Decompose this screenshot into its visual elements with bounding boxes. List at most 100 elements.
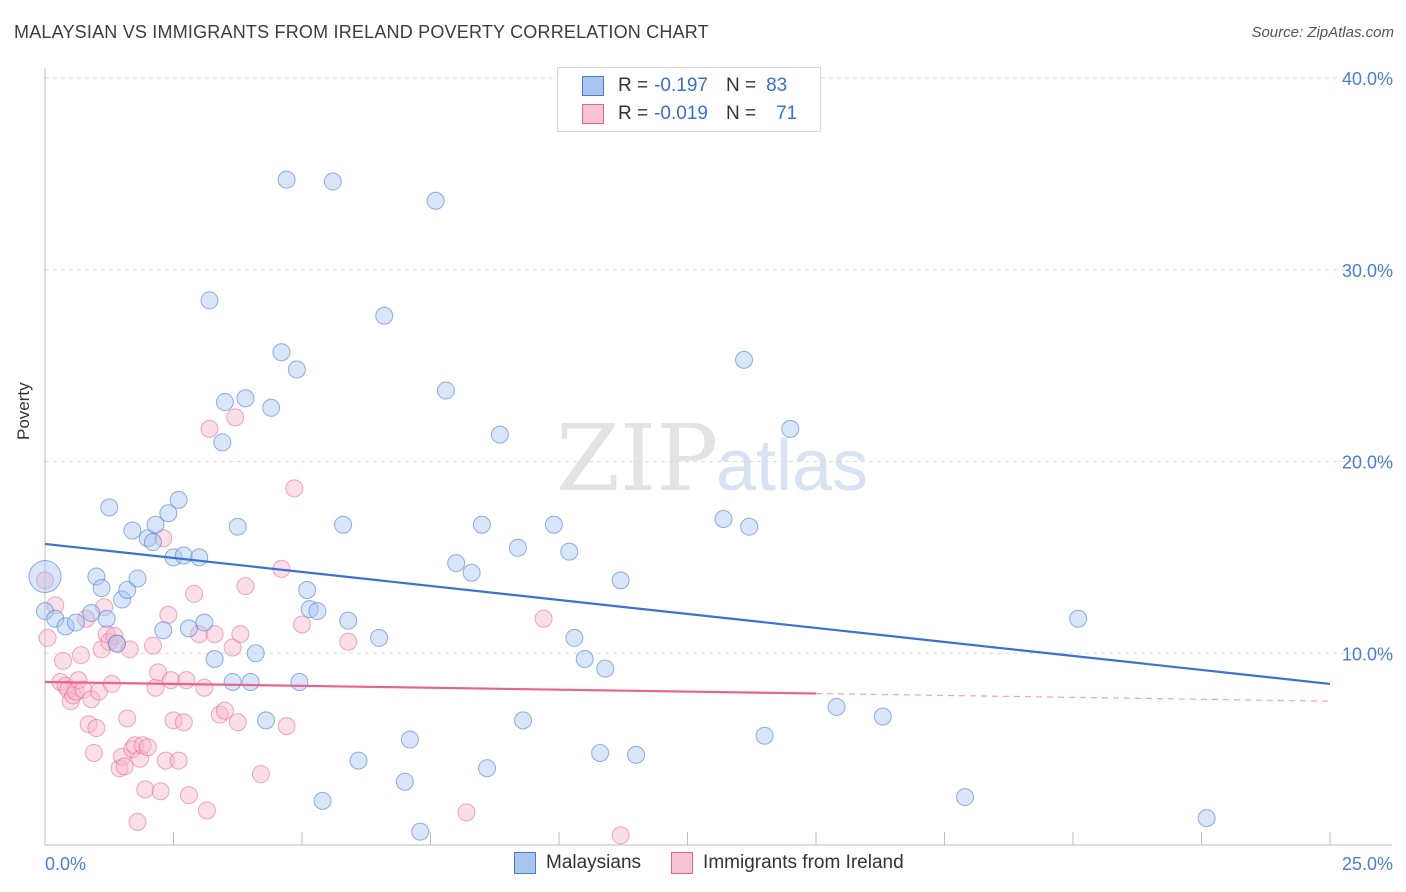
malaysian-point	[781, 419, 800, 438]
malaysian-point	[447, 554, 466, 573]
legend-swatch-pink	[582, 104, 604, 124]
malaysian-point	[143, 533, 162, 552]
ireland-point	[74, 680, 93, 699]
ireland-point	[53, 651, 72, 670]
malaysian-point	[36, 602, 54, 621]
y-tick-label: 10.0%	[1342, 644, 1393, 664]
legend-n-label: N =	[725, 75, 757, 96]
malaysian-point	[179, 619, 198, 638]
legend-n-value: 83	[766, 75, 788, 96]
legend-r-value: -0.197	[654, 75, 708, 96]
ireland-point	[71, 646, 90, 665]
malaysian-point	[627, 745, 646, 764]
correlation-legend: R = -0.197 N = 83 R = -0.019 N = 71	[557, 67, 821, 132]
ireland-point	[36, 571, 54, 590]
ireland-point	[231, 625, 250, 644]
ireland-point	[128, 812, 147, 831]
malaysian-point	[426, 191, 445, 210]
malaysian-point	[596, 659, 615, 678]
ireland-point	[179, 786, 198, 805]
malaysian-point	[956, 788, 975, 807]
chart-source: Source: ZipAtlas.com	[1251, 24, 1394, 41]
malaysian-point	[714, 510, 733, 529]
malaysian-point	[213, 433, 232, 452]
ireland-point	[236, 577, 255, 596]
ireland-point	[156, 751, 175, 770]
malaysian-point	[107, 634, 126, 653]
malaysian-point	[223, 673, 242, 692]
ireland-point	[195, 678, 214, 697]
ireland-point	[223, 638, 242, 657]
malaysian-point	[298, 580, 317, 599]
ireland-point	[151, 782, 170, 801]
ireland-point	[205, 625, 224, 644]
malaysians-trend-line	[44, 542, 1331, 686]
series-ireland-points	[36, 408, 630, 845]
legend-item-malaysians: Malaysians	[514, 852, 641, 874]
ireland-point	[161, 671, 180, 690]
malaysian-point	[190, 548, 209, 567]
malaysian-point	[349, 751, 368, 770]
malaysian-point	[28, 560, 62, 594]
ireland-point	[136, 780, 155, 799]
malaysian-point	[277, 170, 296, 189]
ireland-point	[82, 690, 101, 709]
malaysian-point	[97, 609, 116, 628]
ireland-point	[200, 419, 219, 438]
malaysian-point	[565, 628, 584, 647]
ireland-point	[534, 609, 553, 628]
ireland-point	[185, 584, 204, 603]
malaysian-point	[400, 730, 419, 749]
malaysian-point	[300, 600, 319, 619]
malaysian-point	[174, 546, 193, 565]
axes	[44, 68, 1392, 846]
ireland-point	[177, 671, 196, 690]
malaysian-point	[113, 590, 132, 609]
malaysian-point	[313, 791, 332, 810]
ireland-point	[611, 826, 630, 845]
legend-r-value: -0.019	[654, 103, 708, 124]
x-tick-label-start: 0.0%	[45, 854, 86, 874]
ireland-point	[87, 719, 106, 738]
malaysian-point	[1069, 609, 1088, 628]
ireland-point	[174, 713, 193, 732]
ireland-point	[169, 751, 188, 770]
malaysian-point	[159, 504, 178, 523]
malaysian-point	[411, 822, 430, 841]
malaysian-point	[1197, 809, 1216, 828]
malaysian-point	[66, 613, 85, 632]
y-tick-label: 20.0%	[1342, 453, 1393, 473]
legend-row-ireland: R = -0.019 N = 71	[582, 101, 797, 127]
malaysian-point	[205, 650, 224, 669]
legend-r-label: R =	[618, 75, 649, 96]
malaysian-point	[257, 711, 276, 730]
malaysian-point	[241, 673, 260, 692]
series-malaysians-points	[28, 170, 1216, 841]
ireland-point	[115, 757, 134, 776]
watermark-atlas: atlas	[716, 426, 868, 506]
malaysian-point	[146, 515, 165, 534]
ireland-point	[293, 615, 311, 634]
malaysian-point	[323, 172, 342, 191]
legend-n-label: N =	[725, 103, 757, 124]
legend-n-value: 71	[776, 103, 798, 124]
legend-label-malaysians: Malaysians	[546, 852, 642, 873]
ireland-point	[159, 605, 178, 624]
ireland-point	[190, 625, 209, 644]
malaysian-point	[123, 521, 142, 540]
ireland-point	[138, 738, 157, 757]
y-tick-label: 40.0%	[1342, 69, 1393, 89]
ireland-point	[285, 479, 304, 498]
malaysian-point	[272, 343, 291, 362]
legend-label-ireland: Immigrants from Ireland	[703, 852, 904, 873]
malaysian-point	[118, 580, 137, 599]
ireland-trend-extension	[815, 692, 1331, 702]
malaysian-point	[56, 617, 75, 636]
ireland-point	[277, 717, 296, 736]
legend-swatch-blue	[582, 76, 604, 96]
legend-swatch-pink	[671, 852, 694, 874]
ireland-point	[154, 529, 173, 548]
malaysian-point	[462, 563, 481, 582]
malaysian-point	[154, 621, 173, 640]
